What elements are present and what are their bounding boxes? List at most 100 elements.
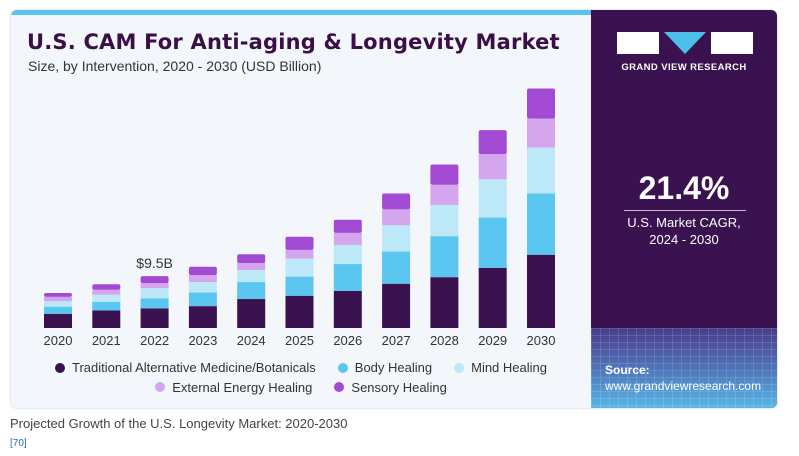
- bar-segment-sensory-healing-2029: [478, 130, 507, 155]
- info-panel: GRAND VIEW RESEARCH 21.4% U.S. Market CA…: [591, 10, 777, 408]
- bar-stack-2026: [333, 219, 362, 328]
- legend-label: Body Healing: [354, 360, 433, 375]
- bar-segment-sensory-healing-2024: [237, 254, 266, 263]
- legend-swatch-icon: [454, 362, 465, 373]
- bar-segment-sensory-healing-2027: [382, 193, 411, 210]
- bar-segment-external-energy-healing-2027: [382, 209, 411, 226]
- x-tick-label: 2022: [140, 333, 169, 348]
- bar-chart: 2020 2021 2022 $9.5B 2023 2024 2025 2026 2027 202…: [44, 88, 556, 348]
- x-tick-label: 2025: [285, 333, 314, 348]
- figure-caption: Projected Growth of the U.S. Longevity M…: [10, 416, 348, 431]
- legend-row: Traditional Alternative Medicine/Botanic…: [31, 358, 571, 378]
- bar-stack-2027: [382, 193, 411, 328]
- bar-segment-traditional-alternative-medicine-botanicals-2024: [237, 299, 266, 328]
- bar-segment-traditional-alternative-medicine-botanicals-2025: [285, 295, 314, 328]
- chart-title: U.S. CAM For Anti-aging & Longevity Mark…: [27, 30, 560, 54]
- source-label: Source:: [605, 363, 650, 377]
- bar-segment-external-energy-healing-2030: [527, 118, 555, 148]
- data-label: $9.5B: [136, 255, 173, 271]
- cagr-label-line1: U.S. Market CAGR,: [627, 215, 741, 230]
- cagr-label: U.S. Market CAGR, 2024 - 2030: [591, 214, 777, 248]
- bar-stack-2030: [527, 88, 555, 328]
- bar-segment-external-energy-healing-2020: [44, 296, 72, 302]
- chart-panel: U.S. CAM For Anti-aging & Longevity Mark…: [11, 10, 591, 408]
- bar-segment-body-healing-2020: [44, 306, 72, 314]
- bar-segment-traditional-alternative-medicine-botanicals-2030: [527, 254, 555, 328]
- bar-segment-sensory-healing-2025: [285, 236, 314, 250]
- bar-segment-body-healing-2029: [478, 217, 507, 268]
- logo-triangle-icon: [664, 32, 706, 54]
- legend-label: Mind Healing: [471, 360, 547, 375]
- bar-segment-sensory-healing-2021: [92, 284, 121, 290]
- bar-segment-body-healing-2030: [527, 193, 555, 255]
- bar-segment-traditional-alternative-medicine-botanicals-2020: [44, 313, 72, 328]
- bar-segment-mind-healing-2024: [237, 270, 266, 283]
- bar-segment-body-healing-2021: [92, 301, 121, 311]
- bar-segment-sensory-healing-2022: [140, 276, 169, 284]
- source-panel: [591, 328, 777, 408]
- bar-stack-2023: [188, 266, 217, 328]
- bar-segment-traditional-alternative-medicine-botanicals-2026: [333, 290, 362, 328]
- bar-segment-body-healing-2028: [430, 236, 459, 278]
- bar-segment-traditional-alternative-medicine-botanicals-2022: [140, 308, 169, 328]
- chart-legend: Traditional Alternative Medicine/Botanic…: [31, 358, 571, 397]
- x-tick-label: 2030: [527, 333, 556, 348]
- x-tick-label: 2026: [333, 333, 362, 348]
- logo-left-block: [617, 32, 659, 54]
- infographic-card: U.S. CAM For Anti-aging & Longevity Mark…: [11, 10, 777, 408]
- x-tick-label: 2027: [382, 333, 411, 348]
- logo-right-block: [711, 32, 753, 54]
- bar-segment-mind-healing-2029: [478, 179, 507, 218]
- bar-stack-2022: [140, 276, 169, 328]
- legend-item: Mind Healing: [454, 358, 547, 377]
- bar-segment-sensory-healing-2026: [333, 219, 362, 233]
- cagr-value: 21.4%: [638, 170, 730, 206]
- bar-segment-sensory-healing-2030: [527, 88, 555, 119]
- bar-segment-mind-healing-2022: [140, 288, 169, 299]
- bar-segment-external-energy-healing-2025: [285, 249, 314, 259]
- legend-label: Sensory Healing: [351, 379, 447, 395]
- bar-segment-traditional-alternative-medicine-botanicals-2029: [478, 267, 507, 328]
- bar-segment-mind-healing-2030: [527, 147, 555, 194]
- bar-segment-external-energy-healing-2026: [333, 232, 362, 245]
- bar-segment-body-healing-2025: [285, 276, 314, 296]
- bar-stack-2024: [237, 254, 266, 328]
- bar-segment-external-energy-healing-2023: [188, 274, 217, 283]
- bar-segment-mind-healing-2028: [430, 205, 459, 237]
- bar-segment-external-energy-healing-2028: [430, 184, 459, 205]
- x-tick-label: 2023: [188, 333, 217, 348]
- x-tick-label: 2021: [92, 333, 121, 348]
- bar-segment-external-energy-healing-2021: [92, 289, 121, 295]
- cagr-divider: [624, 210, 746, 211]
- bar-segment-sensory-healing-2020: [44, 293, 72, 297]
- reference-link[interactable]: [70]: [10, 438, 27, 449]
- legend-item: External Energy Healing: [155, 378, 312, 397]
- bar-segment-body-healing-2026: [333, 264, 362, 291]
- bar-segment-body-healing-2023: [188, 292, 217, 307]
- legend-swatch-icon: [334, 382, 345, 392]
- bar-segment-body-healing-2024: [237, 282, 266, 300]
- bar-segment-traditional-alternative-medicine-botanicals-2021: [92, 310, 121, 328]
- legend-label: External Energy Healing: [172, 379, 313, 395]
- bar-segment-traditional-alternative-medicine-botanicals-2027: [382, 283, 411, 328]
- x-tick-label: 2029: [478, 333, 507, 348]
- bar-segment-mind-healing-2025: [285, 258, 314, 277]
- source-url: www.grandviewresearch.com: [605, 379, 762, 393]
- bar-segment-traditional-alternative-medicine-botanicals-2028: [430, 277, 459, 328]
- bar-segment-external-energy-healing-2024: [237, 262, 266, 271]
- bar-segment-body-healing-2027: [382, 251, 411, 284]
- bar-segment-body-healing-2022: [140, 298, 169, 309]
- legend-item: Traditional Alternative Medicine/Botanic…: [55, 358, 316, 377]
- bar-segment-sensory-healing-2028: [430, 164, 459, 185]
- bar-segment-external-energy-healing-2022: [140, 283, 169, 289]
- bar-stack-2021: [92, 284, 121, 328]
- cagr-label-line2: 2024 - 2030: [649, 232, 719, 247]
- bar-segment-sensory-healing-2023: [188, 266, 217, 275]
- bar-stack-2020: [44, 293, 72, 328]
- chart-subtitle: Size, by Intervention, 2020 - 2030 (USD …: [28, 58, 322, 74]
- bar-segment-mind-healing-2026: [333, 244, 362, 265]
- bar-segment-mind-healing-2021: [92, 294, 121, 302]
- grand-view-research-logo: [617, 32, 753, 54]
- bar-stack-2028: [430, 164, 459, 328]
- x-tick-label: 2020: [44, 333, 73, 348]
